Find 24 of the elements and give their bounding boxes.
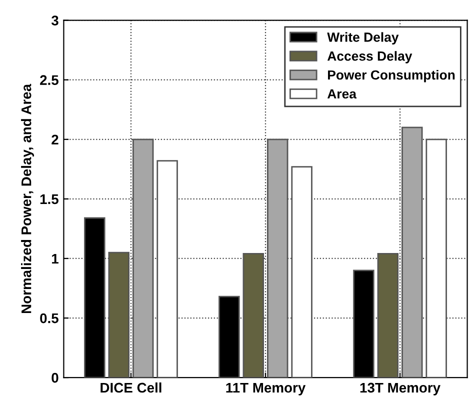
legend-label: Write Delay [327, 32, 399, 44]
legend-label: Area [327, 89, 357, 99]
y-tick-label: 1 [52, 254, 58, 264]
y-tick-label: 2 [52, 134, 58, 144]
bar [156, 160, 178, 378]
bar [377, 253, 399, 378]
y-tick-label: 3 [51, 16, 58, 26]
bar [132, 138, 154, 378]
bar [402, 126, 423, 378]
bar [242, 253, 264, 378]
legend-label: Access Delay [327, 51, 412, 64]
bar [426, 138, 447, 378]
bar [266, 138, 288, 378]
y-tick-label: 0.5 [40, 313, 58, 324]
x-tick-label: DICE Cell [100, 382, 162, 393]
y-axis-title: Normalized Power, Delay, and Area [21, 84, 34, 314]
y-tick-label: 1.5 [40, 194, 58, 204]
y-tick-label: 0 [52, 372, 58, 383]
bar [108, 252, 130, 378]
y-tick-label: 2.5 [40, 75, 58, 86]
x-tick-label: 11T Memory [226, 382, 306, 396]
x-tick-label: 13T Memory [360, 382, 440, 396]
legend-label: Power Consumption [328, 70, 455, 82]
bar [291, 166, 312, 378]
